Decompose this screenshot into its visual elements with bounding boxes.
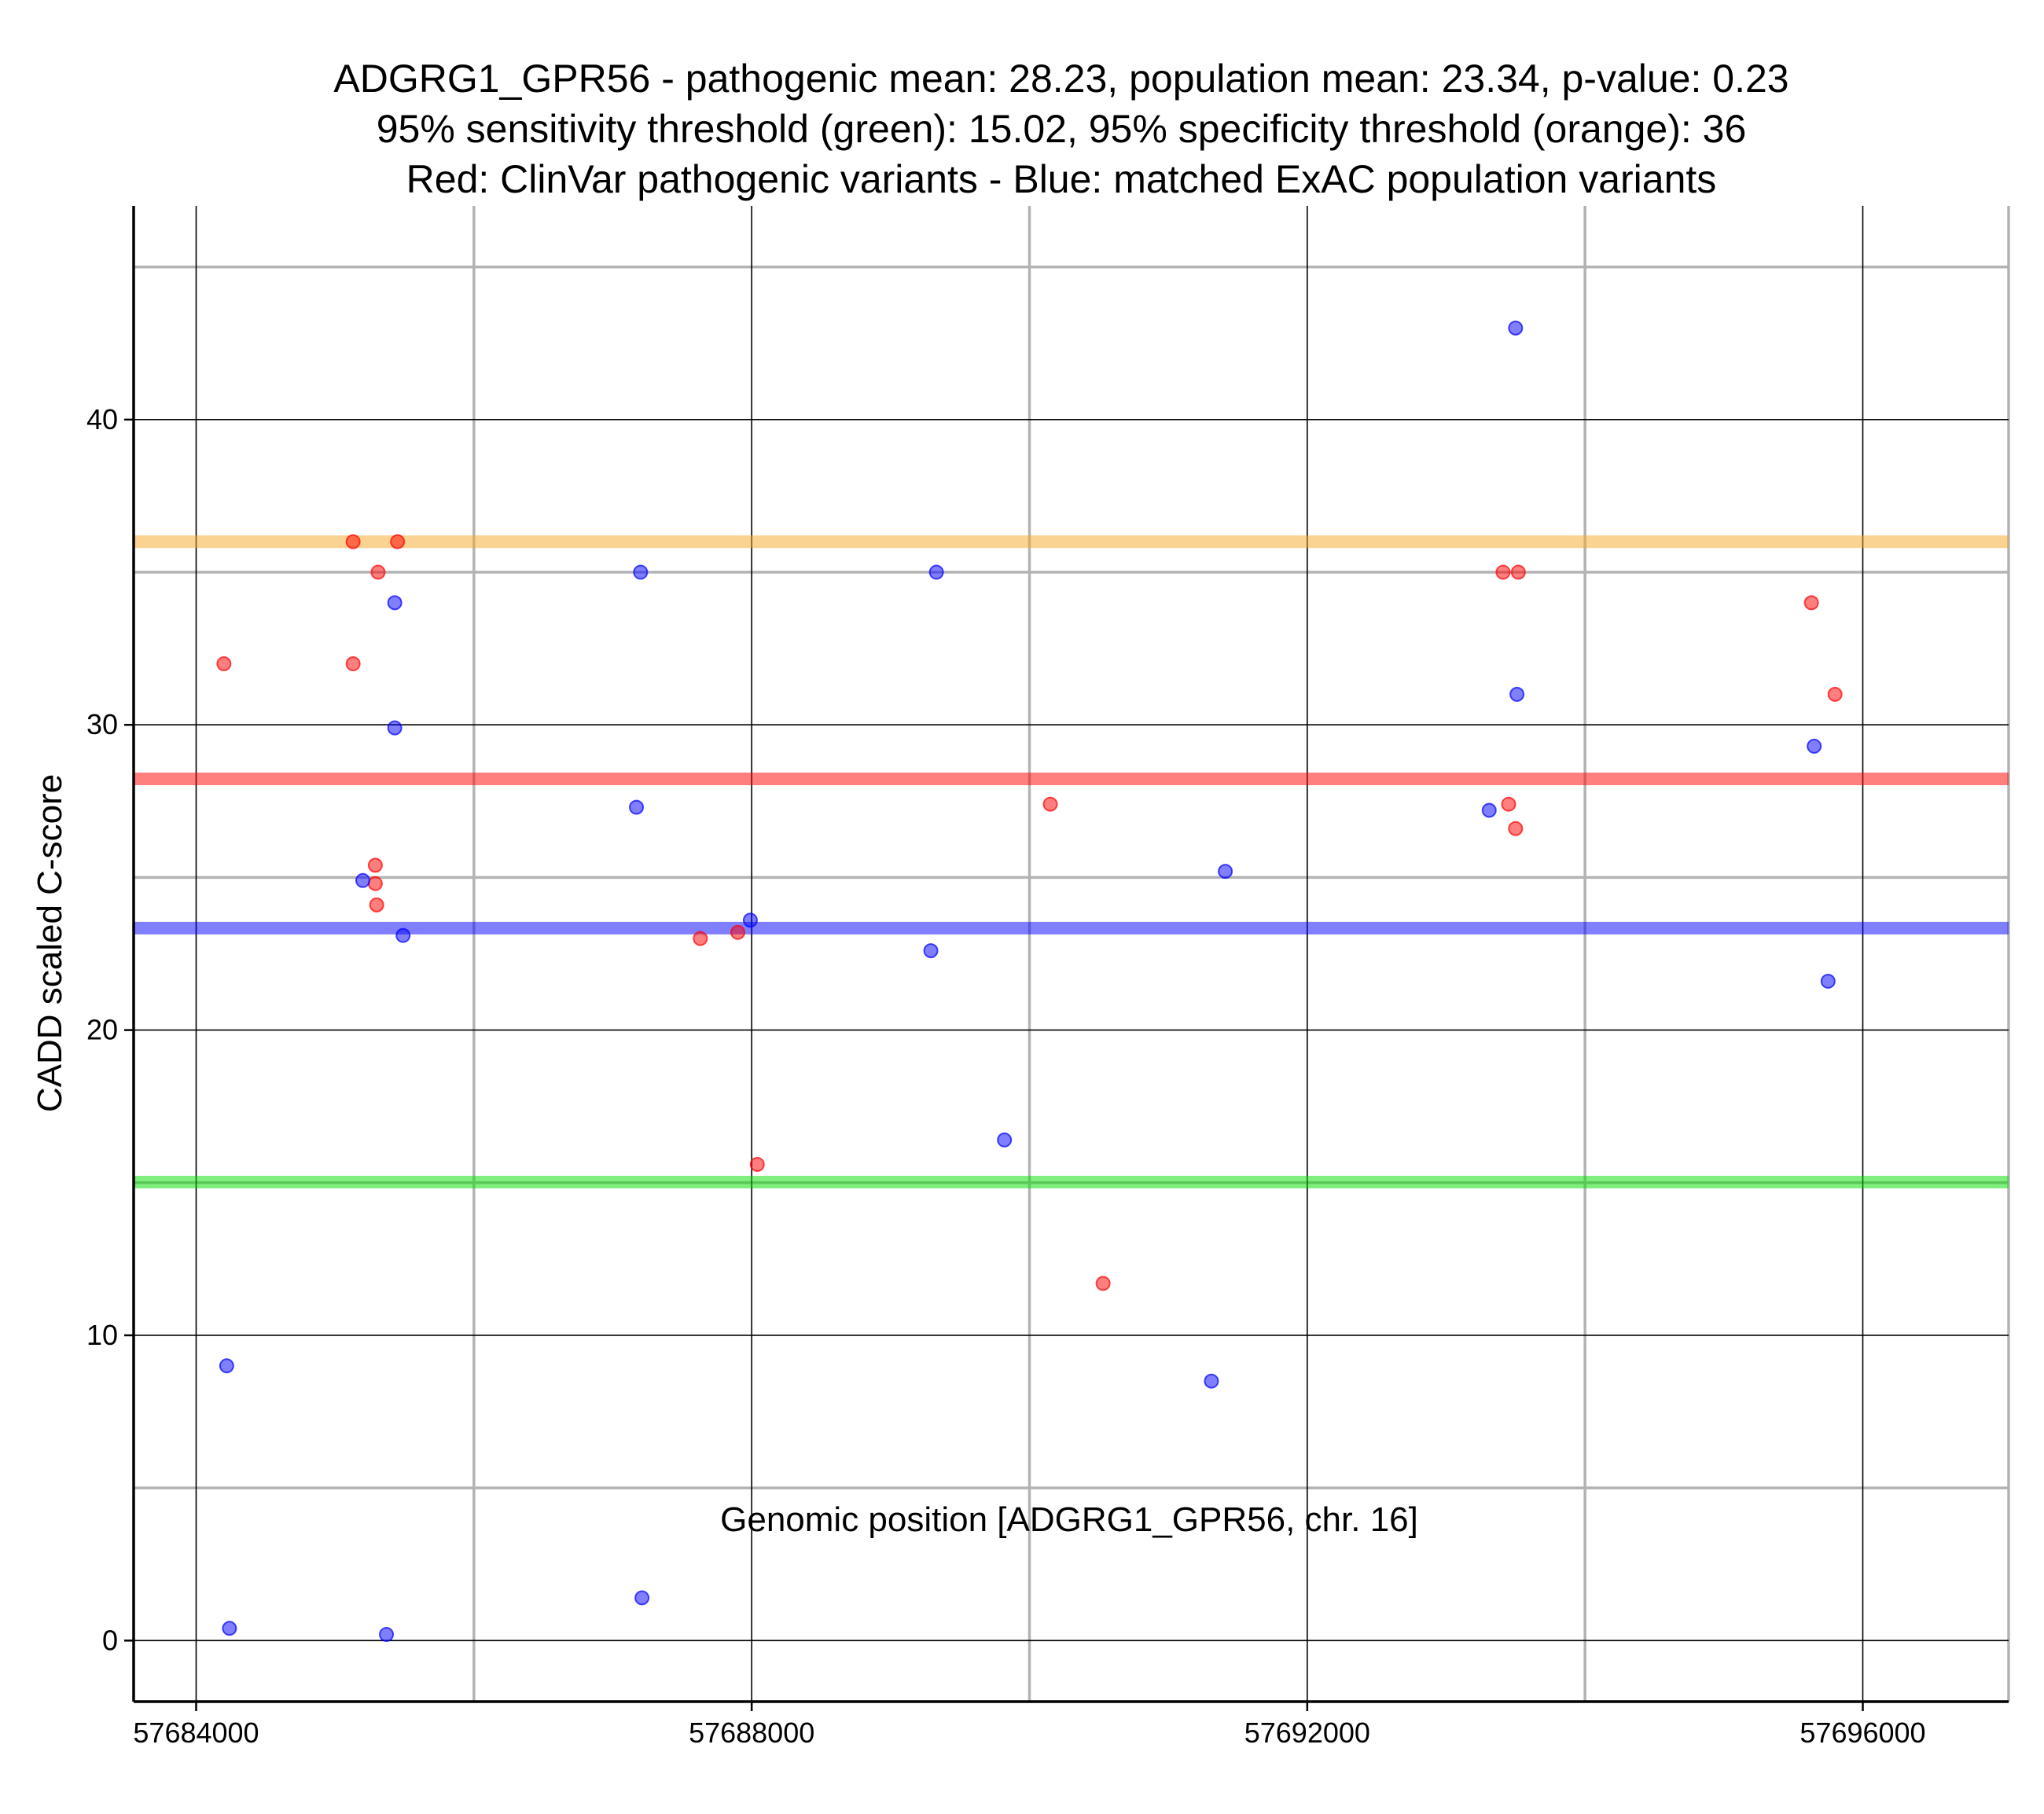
point-s1-17 [1508,320,1524,336]
chart-title: ADGRG1_GPR56 - pathogenic mean: 28.23, p… [333,57,1788,201]
point-s1-9 [634,1590,650,1606]
point-s1-14 [1218,864,1233,879]
point-s1-19 [1807,738,1822,754]
y-tick-label-2: 20 [86,1014,118,1046]
point-s1-13 [997,1132,1013,1148]
point-s1-8 [629,799,645,815]
point-s0-10 [749,1156,765,1172]
point-s0-13 [1495,564,1511,580]
data-points [216,320,1843,1643]
point-s0-8 [693,931,708,946]
x-tick-label-0: 57684000 [133,1717,259,1749]
point-s0-0 [216,656,232,672]
y-tick-label-0: 0 [102,1624,118,1656]
point-s1-16 [1481,802,1497,818]
title-line-3: Red: ClinVar pathogenic variants - Blue:… [406,157,1717,201]
point-s1-4 [387,595,403,611]
point-s0-6 [369,897,384,913]
point-s0-9 [730,924,745,940]
point-s1-11 [928,564,944,580]
y-tick-label-3: 30 [86,708,118,740]
point-s0-1 [345,656,361,672]
point-s1-3 [379,1627,395,1643]
point-s1-0 [219,1358,234,1374]
point-s0-7 [390,534,406,549]
point-s1-10 [742,913,758,928]
point-s1-1 [222,1621,237,1636]
point-s0-4 [367,857,383,873]
point-s1-20 [1820,973,1836,989]
point-s1-12 [923,943,939,959]
point-s0-14 [1510,564,1526,580]
point-s0-12 [1095,1276,1111,1291]
x-tick-label-1: 57688000 [689,1717,814,1749]
title-line-2: 95% sensitivity threshold (green): 15.02… [377,107,1747,151]
reference-lines [134,535,2009,1188]
point-s1-5 [387,720,403,736]
point-s0-5 [367,876,383,891]
y-tick-label-4: 40 [86,403,118,435]
y-tick-label-1: 10 [86,1319,118,1351]
point-s1-2 [355,872,370,888]
axes: 0 10 20 30 40 57684000 57688000 57692000 5769600… [86,206,2009,1749]
point-s0-11 [1042,796,1058,812]
x-tick-label-3: 57696000 [1800,1717,1925,1749]
point-s0-18 [1827,686,1843,702]
grid-lines [134,206,2010,1702]
point-s0-3 [370,564,386,580]
x-tick-label-2: 57692000 [1244,1717,1370,1749]
point-s0-2 [345,534,361,549]
point-s1-15 [1204,1373,1219,1389]
title-line-1: ADGRG1_GPR56 - pathogenic mean: 28.23, p… [333,57,1788,101]
point-s0-16 [1508,821,1524,836]
point-s1-7 [633,564,649,580]
x-axis-title: Genomic position [ADGRG1_GPR56, chr. 16] [720,1500,1418,1539]
point-s1-6 [395,927,411,943]
point-s1-18 [1509,686,1525,702]
point-s0-15 [1501,796,1516,812]
point-s0-17 [1803,595,1819,611]
y-axis-title: CADD scaled C-score [31,774,69,1112]
